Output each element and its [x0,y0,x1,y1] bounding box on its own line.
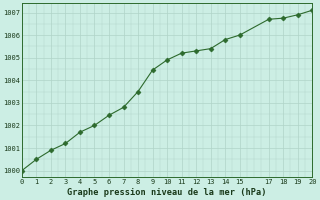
X-axis label: Graphe pression niveau de la mer (hPa): Graphe pression niveau de la mer (hPa) [67,188,267,197]
